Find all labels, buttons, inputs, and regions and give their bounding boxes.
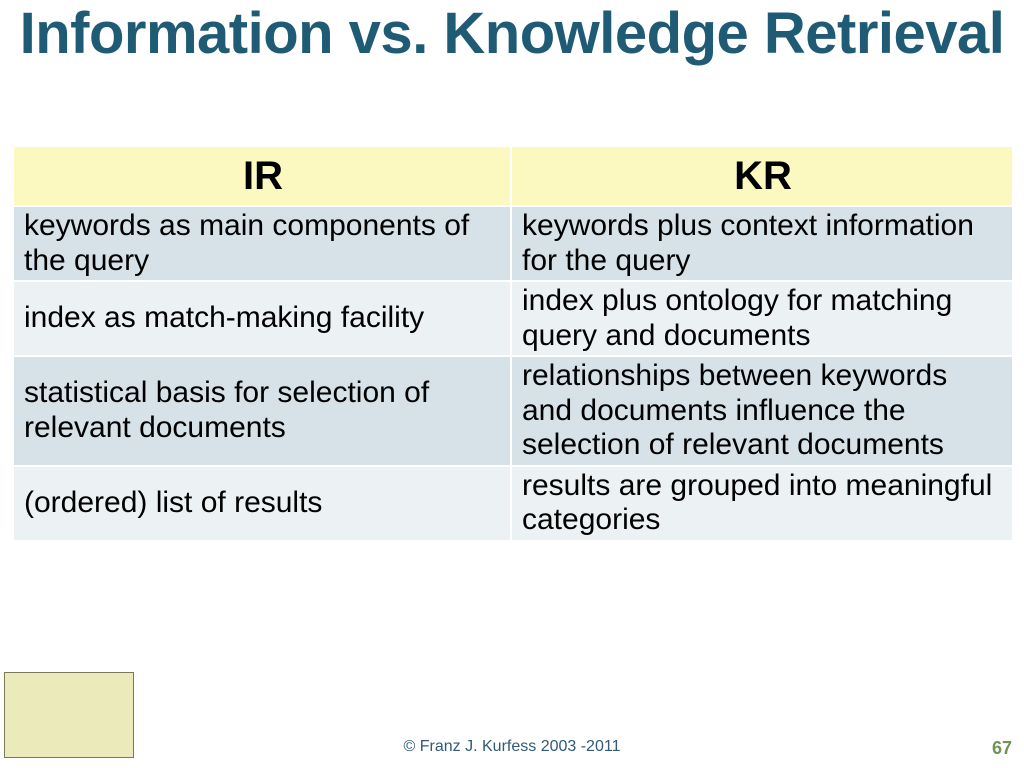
comparison-table: IR KR keywords as main components of the… [12,145,1014,542]
cell-ir: index as match-making facility [13,281,511,356]
page-number: 67 [992,738,1012,759]
header-kr: KR [511,146,1013,206]
cell-ir: keywords as main components of the query [13,206,511,281]
slide: Information vs. Knowledge Retrieval IR K… [0,0,1024,768]
table-row: index as match-making facility index plu… [13,281,1013,356]
table-header-row: IR KR [13,146,1013,206]
slide-title: Information vs. Knowledge Retrieval [0,0,1024,65]
cell-kr: keywords plus context information for th… [511,206,1013,281]
table-body: keywords as main components of the query… [13,206,1013,541]
cell-ir: statistical basis for selection of relev… [13,356,511,466]
table-row: keywords as main components of the query… [13,206,1013,281]
cell-kr: index plus ontology for matching query a… [511,281,1013,356]
cell-kr: results are grouped into meaningful cate… [511,466,1013,541]
cell-ir: (ordered) list of results [13,466,511,541]
table-row: statistical basis for selection of relev… [13,356,1013,466]
table-row: (ordered) list of results results are gr… [13,466,1013,541]
cell-kr: relationships between keywords and docum… [511,356,1013,466]
copyright-text: © Franz J. Kurfess 2003 -2011 [0,738,1024,756]
header-ir: IR [13,146,511,206]
